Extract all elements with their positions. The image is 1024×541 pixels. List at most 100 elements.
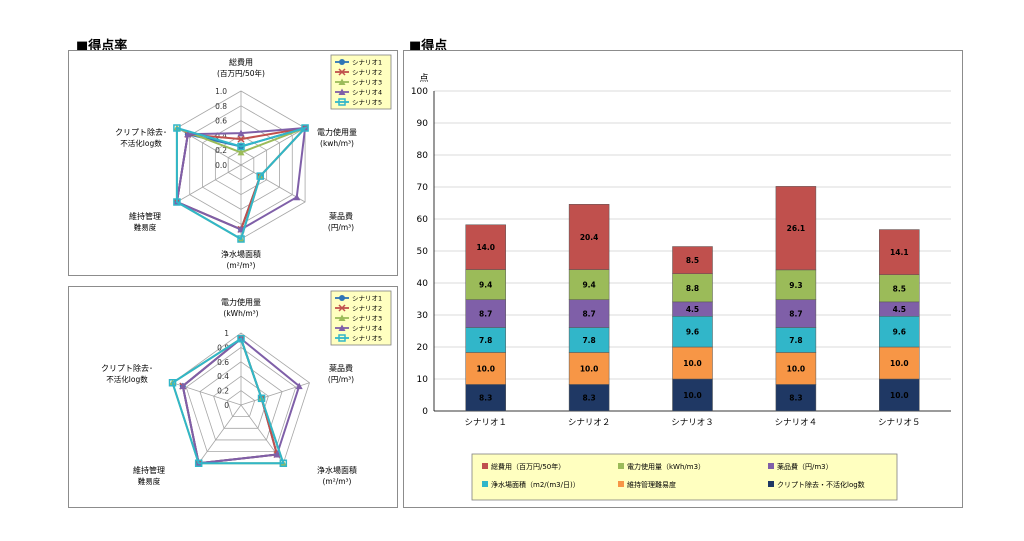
bar-data-label: 7.8 — [582, 336, 595, 345]
bar-data-label: 4.5 — [893, 305, 906, 314]
bar-segment — [879, 274, 920, 303]
radar-axis-unit: 不活化log数 — [106, 374, 148, 384]
y-tick-label: 80 — [417, 151, 429, 161]
radar-tick-label: 1 — [224, 329, 229, 338]
bar-segment — [775, 327, 817, 353]
bar-data-label: 9.4 — [479, 281, 492, 290]
legend-swatch — [482, 463, 488, 469]
bar-segment — [568, 204, 610, 270]
y-tick-label: 100 — [411, 87, 428, 97]
radar-axis-label: 電力使用量 — [221, 297, 261, 307]
radar-axis-unit: (m²/m³) — [322, 477, 351, 486]
legend-marker — [338, 88, 346, 95]
bar-data-label: 9.3 — [789, 281, 802, 290]
radar-chart-top: 1.0 0.8 0.6 0.4 0.2 0.0 総費用(百万円/50年) 電力使用量 (kwh/… — [115, 54, 392, 270]
y-tick-label: 60 — [417, 215, 429, 225]
bar-data-label: 10.0 — [890, 391, 909, 400]
y-tick-label: 20 — [417, 343, 429, 353]
radar-data-point — [301, 124, 309, 132]
bar-segment — [568, 269, 610, 300]
y-tick-label: 50 — [417, 247, 429, 257]
y-tick-label: 30 — [417, 311, 429, 321]
radar-data-point — [256, 172, 264, 180]
radar-panel-top: 1.0 0.8 0.6 0.4 0.2 0.0 総費用 (百万円/50年) 電力使用量 (kwh/… — [68, 50, 398, 276]
legend-swatch — [482, 481, 488, 487]
bar-data-label: 4.5 — [686, 305, 699, 314]
radar-data-point — [184, 130, 192, 138]
bar-segment — [465, 224, 506, 270]
legend-label: 総費用（百万円/50年） — [491, 462, 565, 471]
x-tick-label: シナリオ２ — [568, 418, 611, 428]
legend-marker — [338, 78, 346, 85]
legend-swatch — [768, 481, 774, 487]
radar-data-point — [237, 235, 245, 243]
radar-data-point — [237, 335, 245, 343]
radar-data-point — [168, 379, 177, 387]
x-tick-label: シナリオ１ — [464, 418, 507, 428]
radar-axis-label: 浄水場面積 — [317, 465, 357, 475]
radar-grid-ring — [185, 346, 297, 452]
legend-marker — [338, 98, 346, 106]
legend-marker — [338, 304, 346, 312]
radar-tick-label: 0.2 — [217, 387, 229, 396]
y-tick-label: 10 — [417, 375, 429, 385]
bar-data-label: 8.3 — [479, 394, 492, 403]
legend-label: クリプト除去・不活化log数 — [777, 480, 865, 489]
radar-axis-label: 維持管理 — [129, 211, 161, 221]
bar-data-label: 8.7 — [582, 310, 595, 319]
legend-marker — [338, 334, 346, 342]
bar-segment — [568, 352, 610, 385]
legend-marker — [338, 324, 346, 331]
radar-spoke — [240, 127, 306, 166]
bar-segment — [879, 346, 920, 380]
bar-segment — [568, 299, 610, 328]
bar-data-label: 7.8 — [789, 336, 802, 345]
bar-data-label: 8.7 — [789, 310, 802, 319]
radar-data-point — [293, 193, 301, 201]
radar-axis-unit: (kWh/m³) — [223, 309, 258, 318]
bar-data-label: 10.0 — [580, 364, 599, 373]
radar-grid-ring — [213, 375, 269, 429]
radar-axis-unit: (m²/m³) — [226, 261, 255, 270]
bar-segment — [879, 229, 920, 275]
radar-axis-unit: 不活化log数 — [120, 138, 162, 148]
bar-data-label: 10.0 — [890, 359, 909, 368]
bar-data-label: 8.5 — [686, 256, 699, 265]
bar-data-label: 7.8 — [479, 336, 492, 345]
radar-tick-label: 0.2 — [215, 146, 227, 155]
radar-data-point — [237, 148, 245, 156]
bar-data-label: 10.0 — [787, 364, 806, 373]
radar-spoke — [176, 164, 242, 203]
radar-grid-ring — [226, 390, 256, 418]
radar-tick-label: 0.6 — [215, 117, 227, 126]
bar-segment — [672, 378, 713, 412]
bar-data-label: 8.8 — [686, 284, 699, 293]
y-tick-label: 40 — [417, 279, 429, 289]
legend-label: 電力使用量（kWh/m3） — [627, 462, 705, 471]
bar-segment — [775, 352, 817, 385]
radar-tick-label: 0.4 — [215, 131, 227, 140]
bar-segment — [775, 299, 817, 328]
bar-segment — [672, 273, 713, 303]
bar-segment — [465, 269, 506, 300]
legend-label: 維持管理難易度 — [627, 480, 676, 489]
x-tick-label: シナリオ３ — [671, 418, 714, 428]
y-tick-label: 70 — [417, 183, 429, 193]
radar-data-point — [237, 135, 245, 143]
legend-swatch — [618, 463, 624, 469]
bar-segment — [775, 384, 817, 412]
legend-marker — [339, 295, 345, 301]
radar-axis-label: 総費用 — [229, 57, 253, 67]
legend-label: シナリオ2 — [352, 305, 382, 313]
bar-data-label: 8.3 — [789, 394, 802, 403]
bar-segment — [465, 352, 506, 385]
radar-legend: シナリオ1 シナリオ2 シナリオ3 シナリオ4 シナリオ5 — [330, 290, 392, 346]
radar-data-point — [194, 459, 203, 467]
radar-grid-ring — [199, 361, 283, 441]
bar-data-label: 10.0 — [683, 359, 702, 368]
legend-label: シナリオ4 — [352, 89, 382, 97]
legend-label: シナリオ1 — [352, 59, 382, 67]
legend-swatch — [768, 463, 774, 469]
bar-legend: 総費用（百万円/50年） 電力使用量（kWh/m3） 薬品費（円/m3） 浄水場面積（… — [471, 453, 898, 501]
radar-legend: シナリオ1 シナリオ2 シナリオ3 シナリオ4 シナリオ5 — [330, 54, 392, 110]
